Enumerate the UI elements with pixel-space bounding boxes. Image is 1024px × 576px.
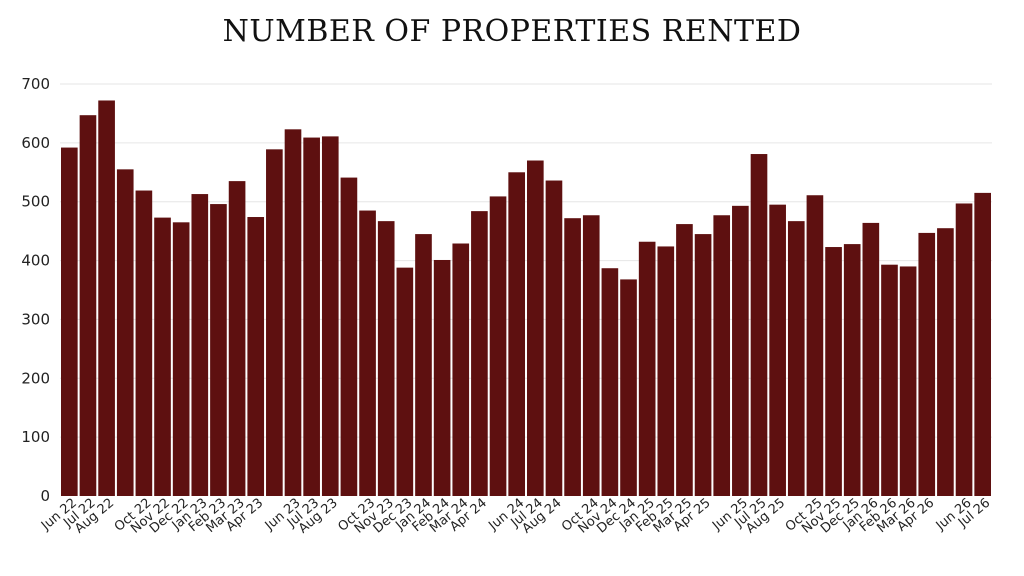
bar [247,217,265,496]
bar [266,149,283,496]
bar [116,169,134,497]
y-tick-label: 300 [21,310,50,328]
bar [340,177,358,496]
y-axis-ticks: 0 100 200 300 400 500 600 700 [21,75,50,505]
y-tick-label: 500 [21,193,50,211]
bar [806,195,824,497]
chart-title: NUMBER OF PROPERTIES RENTED [222,14,802,49]
bar [377,221,395,496]
bar [489,196,507,496]
bar [713,215,731,496]
bar [918,232,936,496]
bar [825,247,842,496]
bar [694,234,712,497]
bar [135,190,153,496]
y-tick-label: 200 [21,369,50,387]
bar [452,243,470,496]
bar [359,210,376,497]
bar [172,222,190,497]
bar [750,154,768,497]
bar [191,194,209,496]
bar [732,205,749,496]
bar [937,228,954,496]
y-tick-label: 0 [40,487,50,505]
bar [98,100,115,496]
bar [79,115,97,497]
bar [620,279,637,496]
bar [61,147,78,496]
bar [676,224,693,496]
bar [545,180,563,497]
y-tick-label: 400 [21,252,50,270]
bar [284,129,302,496]
bar [881,264,898,496]
bar [601,268,619,496]
bars [61,100,991,497]
bar [396,267,414,496]
y-tick-label: 600 [21,134,50,152]
bar [787,221,805,496]
bar [415,234,432,497]
bar [564,218,581,497]
bar [899,266,917,496]
y-tick-label: 700 [21,75,50,93]
bar [321,136,339,496]
bar [974,192,991,496]
bar [303,137,320,496]
bar [527,160,544,496]
bar [657,246,675,496]
bar [508,172,525,497]
bar [210,204,227,496]
bar [228,181,246,496]
bar [843,244,861,496]
bar [769,204,786,496]
bar [433,259,451,496]
bar [955,203,973,497]
bar [638,241,656,496]
y-tick-label: 100 [21,428,50,446]
bar [471,211,488,497]
bar [582,215,600,496]
bar [862,222,880,496]
bar [154,217,171,496]
